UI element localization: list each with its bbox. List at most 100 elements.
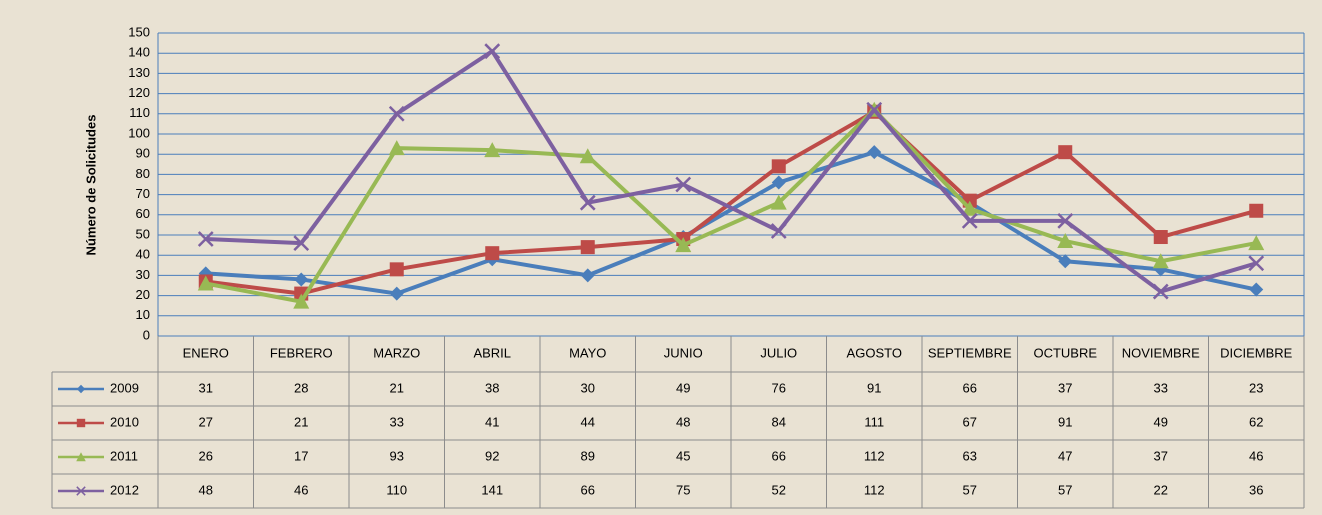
marker — [293, 235, 310, 251]
marker — [580, 240, 595, 255]
x-tick-label: JULIO — [760, 345, 797, 360]
marker — [389, 286, 404, 301]
table-value: 110 — [386, 482, 407, 497]
y-tick-label: 110 — [129, 105, 150, 120]
marker — [388, 140, 405, 156]
y-tick-label: 70 — [136, 186, 150, 201]
marker — [771, 159, 786, 174]
marker — [197, 231, 214, 247]
y-tick-label: 0 — [143, 327, 150, 342]
y-tick-label: 140 — [128, 45, 150, 60]
marker — [388, 105, 405, 122]
x-tick-label: MAYO — [569, 345, 606, 360]
marker — [1153, 230, 1168, 245]
table-value: 57 — [963, 482, 977, 497]
series-line — [205, 109, 1257, 296]
marker — [1057, 212, 1074, 229]
marker — [579, 148, 596, 164]
table-value: 91 — [867, 380, 881, 395]
table-value: 48 — [676, 414, 690, 429]
y-tick-label: 40 — [136, 247, 150, 262]
marker — [580, 268, 595, 283]
x-tick-label: DICIEMBRE — [1220, 345, 1293, 360]
table-value: 111 — [864, 414, 884, 429]
table-value: 47 — [1058, 448, 1072, 463]
y-tick-label: 100 — [128, 125, 150, 140]
y-axis-label: Número de Solicitudes — [83, 115, 98, 256]
series-line — [205, 107, 1257, 304]
marker — [484, 43, 501, 60]
table-value: 57 — [1058, 482, 1072, 497]
table-value: 49 — [1154, 414, 1168, 429]
marker — [1248, 255, 1265, 272]
marker — [1152, 253, 1169, 269]
table-value: 33 — [390, 414, 404, 429]
table-value: 66 — [772, 448, 786, 463]
table-value: 91 — [1058, 414, 1072, 429]
marker — [961, 212, 978, 229]
marker — [76, 486, 86, 496]
table-value: 23 — [1249, 380, 1263, 395]
table-value: 89 — [581, 448, 595, 463]
legend-label: 2010 — [110, 414, 139, 429]
table-value: 92 — [485, 448, 499, 463]
x-tick-label: NOVIEMBRE — [1122, 345, 1200, 360]
table-value: 45 — [676, 448, 690, 463]
table-value: 22 — [1154, 482, 1168, 497]
marker — [1058, 145, 1073, 160]
table-value: 46 — [294, 482, 308, 497]
table-value: 49 — [676, 380, 690, 395]
legend-label: 2012 — [110, 482, 139, 497]
table-value: 112 — [864, 482, 885, 497]
marker — [76, 418, 86, 428]
marker — [1057, 233, 1074, 249]
y-tick-label: 90 — [136, 146, 150, 161]
y-tick-label: 60 — [136, 206, 150, 221]
marker — [76, 452, 86, 462]
table-value: 28 — [294, 380, 308, 395]
table-value: 17 — [294, 448, 308, 463]
table-value: 33 — [1154, 380, 1168, 395]
marker — [389, 262, 404, 277]
table-value: 26 — [199, 448, 213, 463]
table-value: 37 — [1154, 448, 1168, 463]
table-value: 27 — [199, 414, 213, 429]
marker — [867, 145, 882, 160]
marker — [485, 246, 500, 261]
marker — [770, 223, 787, 239]
marker — [579, 194, 596, 211]
table-value: 93 — [390, 448, 404, 463]
table-value: 141 — [481, 482, 503, 497]
marker — [293, 293, 310, 309]
table-value: 63 — [963, 448, 977, 463]
marker — [1249, 203, 1264, 218]
marker — [675, 237, 692, 253]
marker — [197, 275, 214, 291]
marker — [484, 142, 501, 158]
x-tick-label: JUNIO — [664, 345, 703, 360]
marker — [1248, 235, 1265, 251]
table-value: 41 — [485, 414, 499, 429]
x-tick-label: ENERO — [183, 345, 229, 360]
table-value: 37 — [1058, 380, 1072, 395]
marker — [770, 194, 787, 210]
table-value: 66 — [581, 482, 595, 497]
table-value: 84 — [772, 414, 786, 429]
table-value: 66 — [963, 380, 977, 395]
marker — [771, 175, 786, 190]
table-value: 31 — [199, 380, 213, 395]
marker — [961, 200, 978, 216]
table-value: 44 — [581, 414, 595, 429]
y-tick-label: 20 — [136, 287, 150, 302]
legend-label: 2009 — [110, 380, 139, 395]
table-value: 67 — [963, 414, 977, 429]
table-value: 38 — [485, 380, 499, 395]
marker — [1152, 283, 1169, 300]
table-value: 36 — [1249, 482, 1263, 497]
marker — [675, 176, 692, 193]
table-value: 52 — [772, 482, 786, 497]
y-tick-label: 80 — [136, 166, 150, 181]
x-tick-label: MARZO — [373, 345, 420, 360]
